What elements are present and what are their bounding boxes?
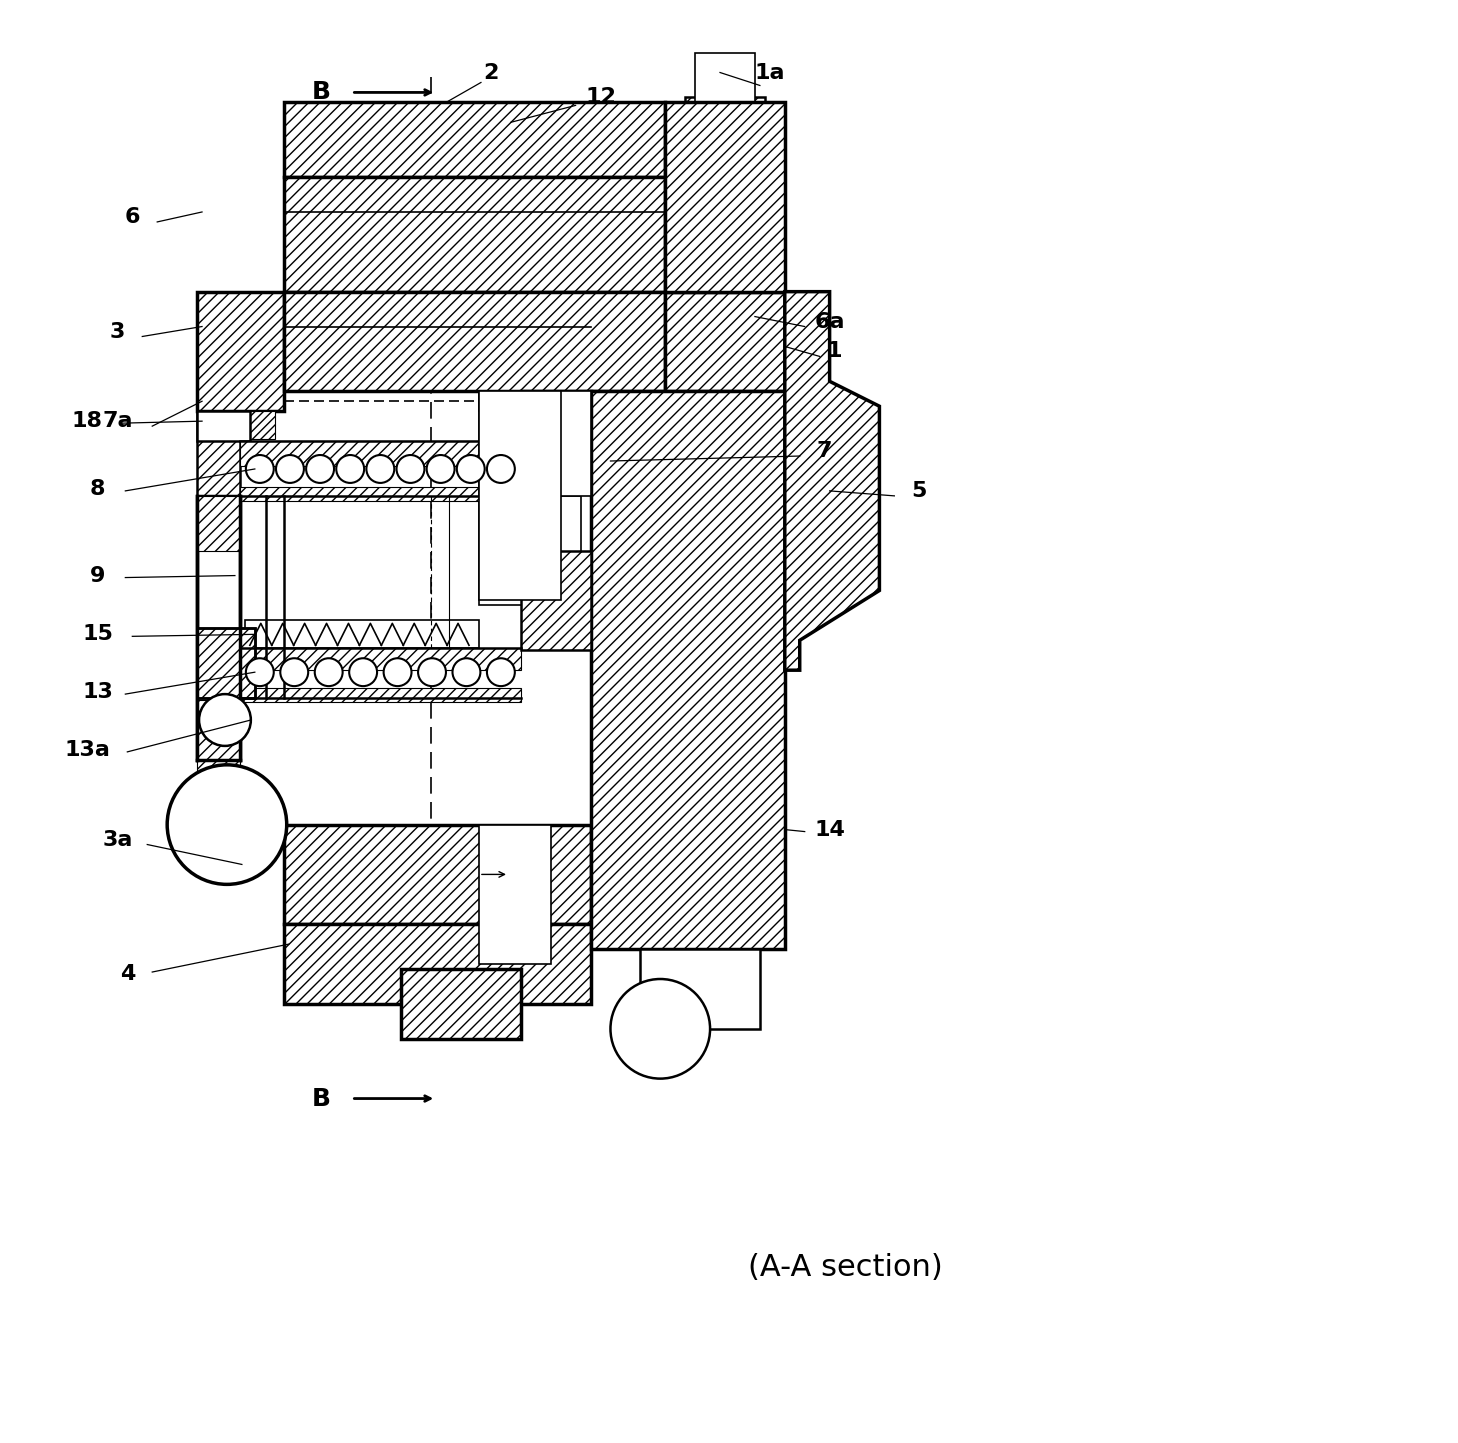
Bar xyxy=(197,411,241,496)
Bar xyxy=(521,391,590,469)
Circle shape xyxy=(418,658,446,685)
Bar xyxy=(197,496,241,760)
Circle shape xyxy=(366,455,394,483)
Text: 7: 7 xyxy=(816,442,833,462)
Circle shape xyxy=(383,658,411,685)
Bar xyxy=(241,486,521,501)
Text: 1a: 1a xyxy=(755,62,784,82)
Circle shape xyxy=(427,455,455,483)
Circle shape xyxy=(337,455,364,483)
Bar xyxy=(480,824,551,964)
Circle shape xyxy=(276,455,303,483)
Bar xyxy=(197,628,255,698)
Bar xyxy=(284,291,665,391)
Bar xyxy=(640,949,760,1029)
Bar xyxy=(197,411,249,442)
Text: 12: 12 xyxy=(585,88,615,107)
Bar xyxy=(241,411,274,439)
Text: B: B xyxy=(312,1087,331,1111)
Text: B: B xyxy=(312,81,331,104)
Bar xyxy=(197,760,241,854)
Circle shape xyxy=(306,455,334,483)
Bar xyxy=(245,620,480,648)
Text: 8: 8 xyxy=(90,479,105,499)
Text: 3a: 3a xyxy=(102,830,133,850)
Bar xyxy=(590,391,784,949)
Text: 9: 9 xyxy=(90,566,105,586)
Text: 13: 13 xyxy=(82,683,112,703)
Bar xyxy=(665,291,784,391)
Bar xyxy=(521,551,590,651)
Circle shape xyxy=(452,658,480,685)
Bar xyxy=(284,102,665,177)
Bar xyxy=(197,700,241,760)
Circle shape xyxy=(246,658,274,685)
Bar xyxy=(197,628,255,698)
Bar xyxy=(197,496,241,551)
Bar xyxy=(284,177,665,291)
Bar xyxy=(284,824,590,924)
Text: 6: 6 xyxy=(124,206,140,227)
Bar xyxy=(480,391,590,411)
Bar xyxy=(695,52,755,102)
Text: 3: 3 xyxy=(109,322,125,342)
Text: 5: 5 xyxy=(911,481,927,501)
Bar xyxy=(480,391,561,600)
Text: 1: 1 xyxy=(827,342,843,361)
Text: 4: 4 xyxy=(120,964,136,984)
Bar xyxy=(401,970,521,1039)
Text: 15: 15 xyxy=(82,625,112,645)
Text: 18: 18 xyxy=(71,411,104,431)
Circle shape xyxy=(200,694,251,746)
Bar xyxy=(685,98,765,167)
Text: 7a: 7a xyxy=(102,411,133,431)
Text: 2: 2 xyxy=(483,62,499,82)
Circle shape xyxy=(397,455,424,483)
Text: (A-A section): (A-A section) xyxy=(748,1253,942,1283)
Text: 14: 14 xyxy=(814,820,846,840)
Circle shape xyxy=(611,978,710,1078)
Bar xyxy=(197,291,284,411)
Circle shape xyxy=(487,455,515,483)
Bar xyxy=(284,924,590,1004)
Circle shape xyxy=(487,658,515,685)
Bar xyxy=(241,688,521,703)
Bar xyxy=(241,442,521,466)
Circle shape xyxy=(315,658,343,685)
Circle shape xyxy=(168,765,287,885)
Bar xyxy=(480,496,580,606)
Bar xyxy=(480,391,590,496)
Text: 13a: 13a xyxy=(64,740,111,760)
Circle shape xyxy=(280,658,308,685)
Circle shape xyxy=(348,658,378,685)
Bar xyxy=(241,648,521,670)
Bar xyxy=(665,102,784,291)
Circle shape xyxy=(456,455,484,483)
Text: 6a: 6a xyxy=(815,312,844,332)
Polygon shape xyxy=(784,291,879,670)
Circle shape xyxy=(246,455,274,483)
